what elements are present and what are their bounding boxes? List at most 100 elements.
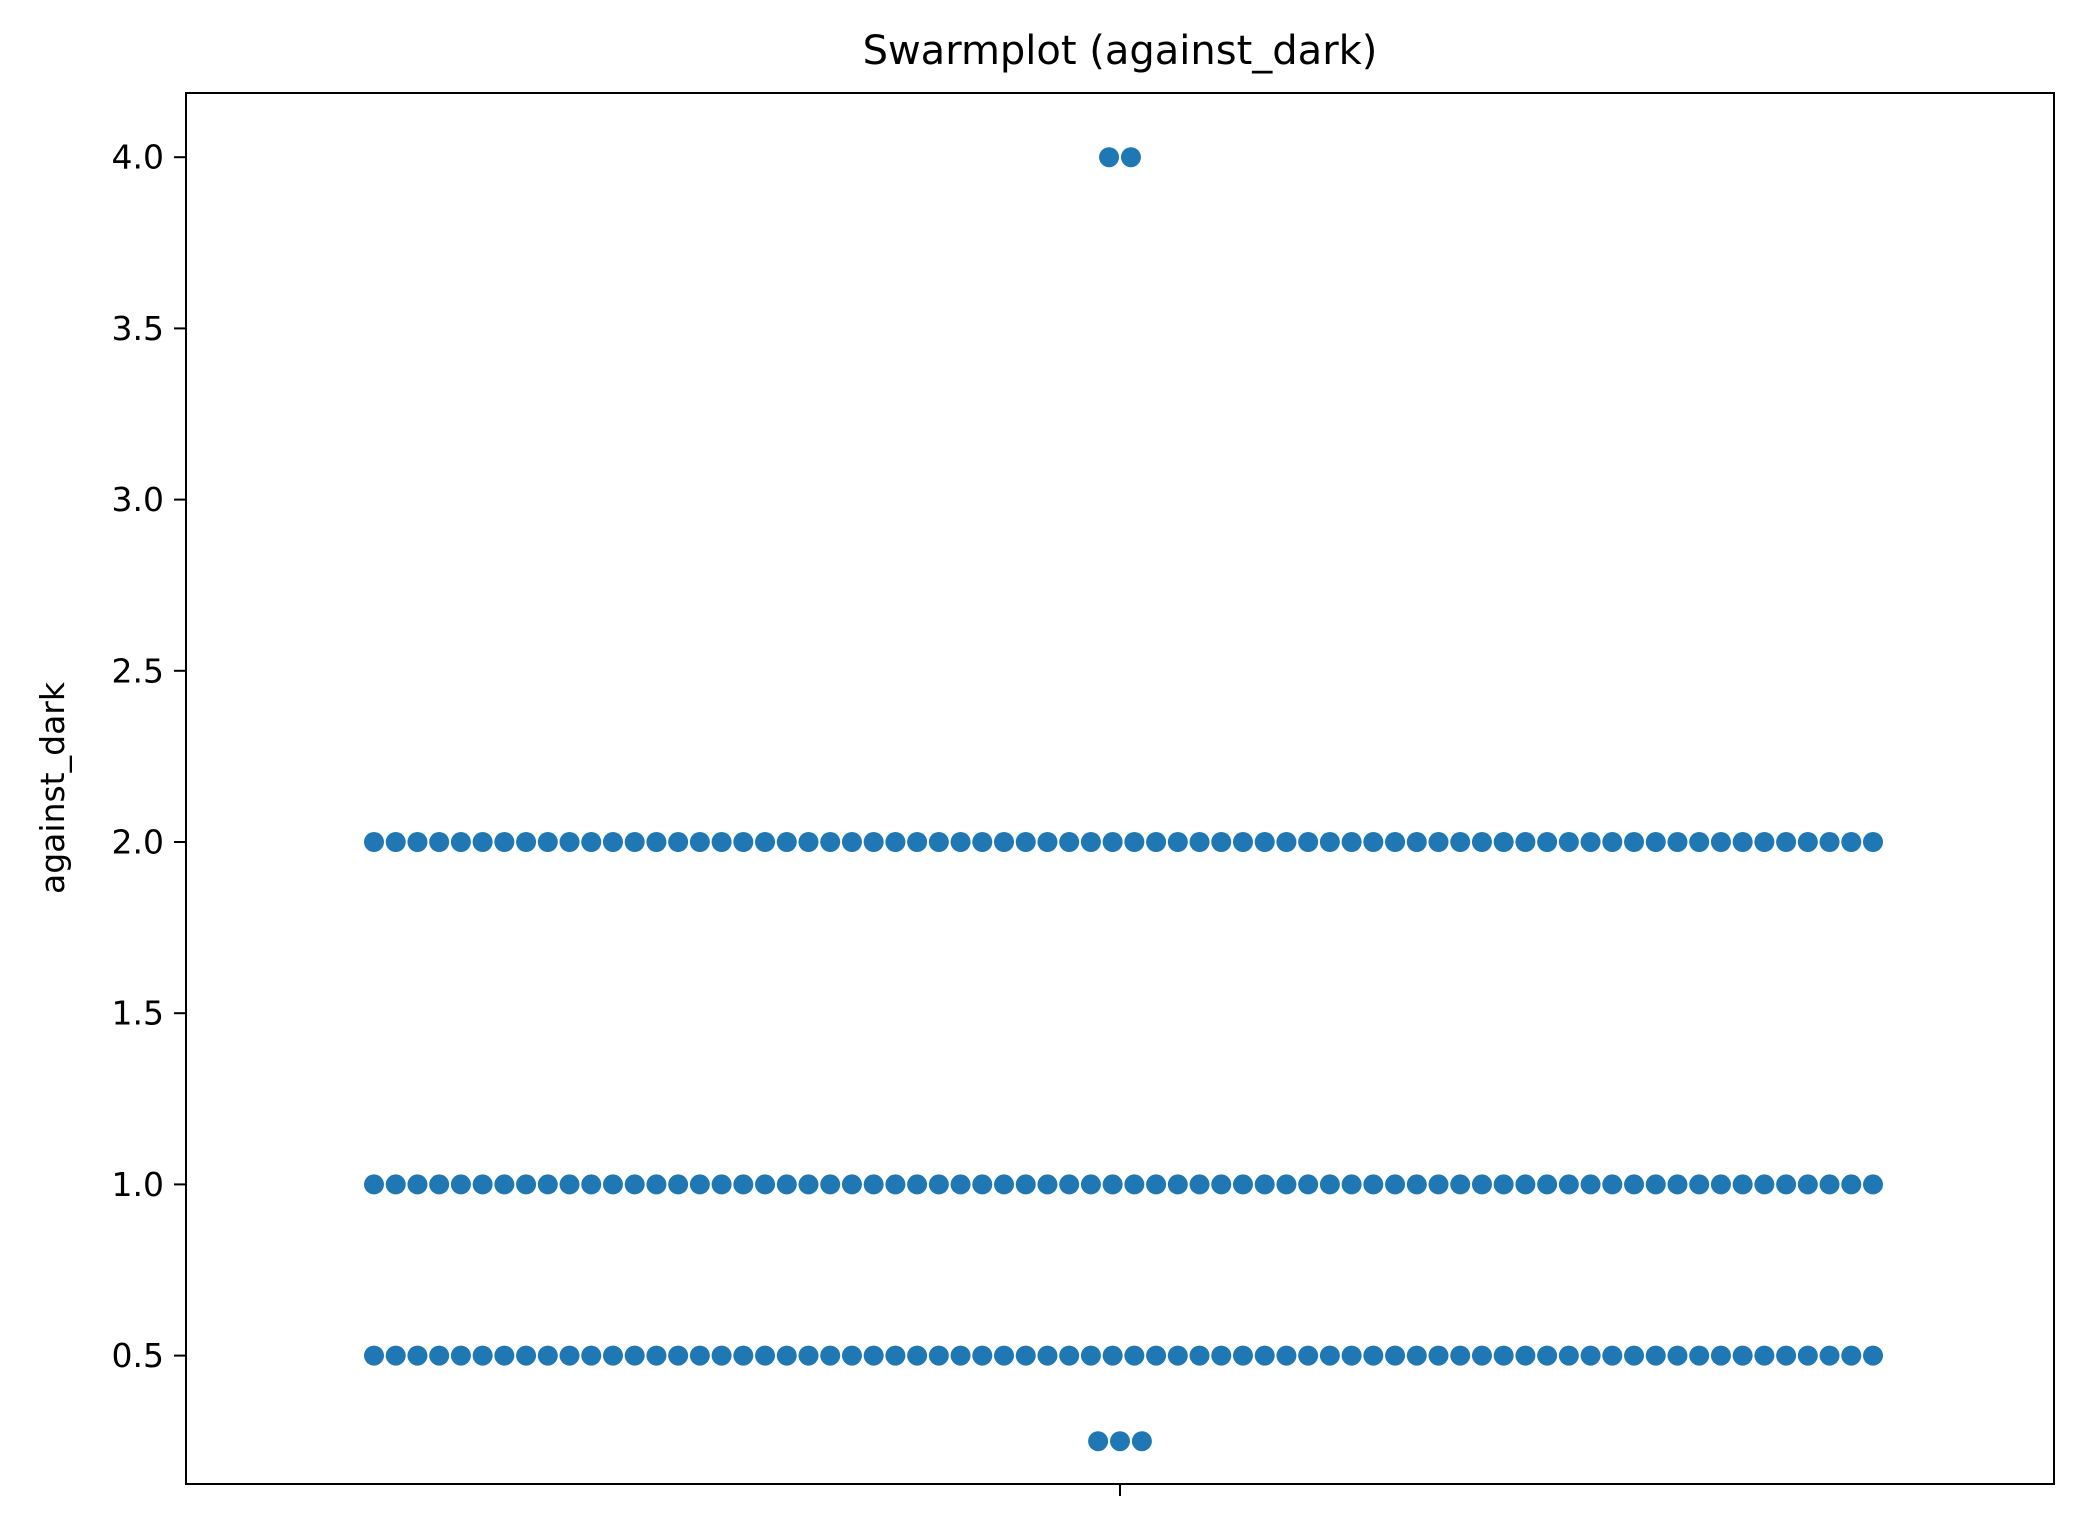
data-point <box>668 832 689 852</box>
data-point <box>1776 832 1797 852</box>
data-point <box>1515 1174 1536 1195</box>
data-point <box>385 1174 406 1195</box>
data-point <box>624 832 645 852</box>
data-point <box>1015 1345 1036 1366</box>
data-point <box>602 1174 623 1195</box>
data-point <box>1080 1345 1101 1366</box>
y-tick-label: 2.0 <box>112 823 164 862</box>
data-point <box>1276 1174 1297 1195</box>
data-point <box>1146 832 1167 852</box>
data-point <box>472 1345 493 1366</box>
data-point <box>1819 1174 1840 1195</box>
data-point <box>1471 832 1492 852</box>
data-point <box>1689 1174 1710 1195</box>
data-point <box>820 1174 841 1195</box>
data-point <box>1732 832 1753 852</box>
data-point <box>624 1345 645 1366</box>
data-point <box>1624 1345 1645 1366</box>
data-point <box>1645 1174 1666 1195</box>
data-point <box>1037 832 1058 852</box>
data-point <box>798 1174 819 1195</box>
data-point <box>1689 1345 1710 1366</box>
data-point <box>863 1345 884 1366</box>
data-point <box>1099 147 1120 168</box>
y-tick-label: 1.0 <box>112 1165 164 1204</box>
data-point <box>1167 1174 1188 1195</box>
y-tick-label: 2.5 <box>112 651 164 690</box>
data-point <box>1797 832 1818 852</box>
y-tick-label: 3.5 <box>112 309 164 348</box>
data-point <box>1797 1345 1818 1366</box>
data-point <box>1406 832 1427 852</box>
data-point <box>1428 1345 1449 1366</box>
data-point <box>907 1345 928 1366</box>
data-point <box>407 1174 428 1195</box>
data-point <box>559 1174 580 1195</box>
data-point <box>1124 1174 1145 1195</box>
data-point <box>1120 147 1141 168</box>
data-point <box>1754 1345 1775 1366</box>
data-point <box>1776 1345 1797 1366</box>
data-point <box>1167 1345 1188 1366</box>
data-point <box>1124 1345 1145 1366</box>
data-point <box>450 1345 471 1366</box>
plot-frame <box>185 92 2055 1485</box>
y-tick-label: 0.5 <box>112 1336 164 1375</box>
data-point <box>646 1345 667 1366</box>
data-point <box>1624 832 1645 852</box>
data-point <box>1602 1174 1623 1195</box>
data-point <box>1131 1431 1152 1452</box>
data-point <box>1450 832 1471 852</box>
data-point <box>755 832 776 852</box>
data-point <box>1406 1174 1427 1195</box>
data-point <box>1189 832 1210 852</box>
data-point <box>1232 1174 1253 1195</box>
data-point <box>624 1174 645 1195</box>
data-point <box>972 832 993 852</box>
data-point <box>559 1345 580 1366</box>
data-point <box>450 1174 471 1195</box>
data-point <box>407 832 428 852</box>
data-point <box>602 832 623 852</box>
data-point <box>1863 1345 1883 1366</box>
data-point <box>1363 1174 1384 1195</box>
data-point <box>516 1174 537 1195</box>
data-point <box>1102 1345 1123 1366</box>
data-point <box>1015 1174 1036 1195</box>
data-point <box>1450 1174 1471 1195</box>
data-point <box>820 1345 841 1366</box>
data-point <box>1710 1174 1731 1195</box>
data-point <box>907 1174 928 1195</box>
data-point <box>1558 832 1579 852</box>
data-point <box>928 832 949 852</box>
data-point <box>733 1174 754 1195</box>
data-point <box>1319 832 1340 852</box>
y-tick-label: 1.5 <box>112 994 164 1033</box>
data-point <box>1841 1345 1862 1366</box>
data-point <box>689 1345 710 1366</box>
data-point <box>1080 1174 1101 1195</box>
data-point <box>907 832 928 852</box>
data-point <box>1471 1174 1492 1195</box>
data-point <box>1363 1345 1384 1366</box>
data-point <box>646 1174 667 1195</box>
data-point <box>1537 1174 1558 1195</box>
data-point <box>776 1345 797 1366</box>
data-point <box>1558 1345 1579 1366</box>
data-point <box>1645 832 1666 852</box>
data-point <box>1602 1345 1623 1366</box>
y-axis-label: against_dark <box>33 681 72 894</box>
data-point <box>364 1174 384 1195</box>
data-point <box>711 1345 732 1366</box>
data-point <box>1841 1174 1862 1195</box>
chart-title: Swarmplot (against_dark) <box>863 28 1378 74</box>
data-point <box>1298 1345 1319 1366</box>
data-point <box>1167 832 1188 852</box>
data-point <box>755 1174 776 1195</box>
data-point <box>1515 832 1536 852</box>
data-point <box>1667 1345 1688 1366</box>
data-point <box>1819 832 1840 852</box>
data-point <box>798 1345 819 1366</box>
data-point <box>1515 1345 1536 1366</box>
data-point <box>1493 1174 1514 1195</box>
